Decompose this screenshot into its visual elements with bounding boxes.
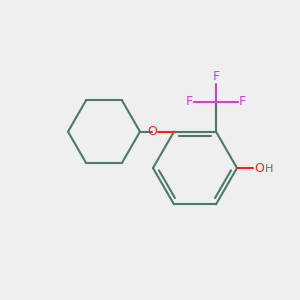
Text: O: O xyxy=(254,161,264,175)
Text: F: F xyxy=(186,95,193,108)
Text: F: F xyxy=(239,95,246,108)
Text: H: H xyxy=(265,164,273,174)
Text: O: O xyxy=(147,125,157,138)
Text: F: F xyxy=(212,70,220,83)
